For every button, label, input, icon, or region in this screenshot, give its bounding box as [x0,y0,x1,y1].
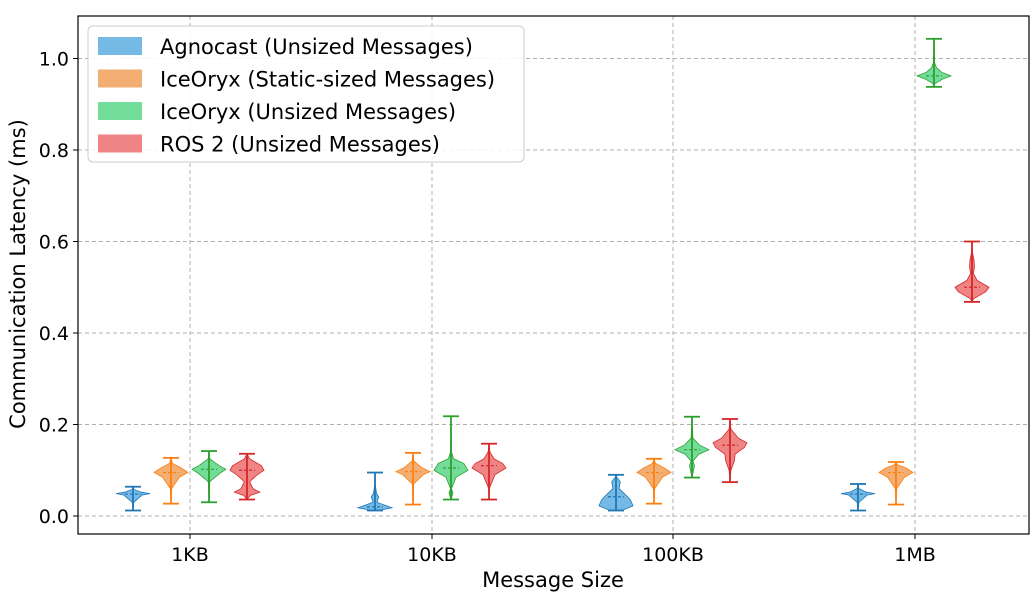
x-tick-label: 10KB [407,544,457,566]
legend-label: IceOryx (Unsized Messages) [160,100,456,124]
y-tick-label: 0.6 [39,232,69,254]
legend-swatch [98,134,142,153]
y-tick-label: 0.0 [39,506,69,528]
violins [115,37,990,512]
y-ticks: 0.0 0.2 0.4 0.6 0.8 1.0 [39,49,78,528]
x-ticks: 1KB 10KB 100KB 1MB [171,534,936,566]
legend-frame [87,25,525,163]
legend-swatch [98,37,142,55]
x-tick-label: 1KB [171,544,209,566]
y-axis-label: Communication Latency (ms) [6,119,30,429]
y-tick-label: 1.0 [39,49,69,71]
legend-label: ROS 2 (Unsized Messages) [160,133,440,157]
legend-swatch [98,102,142,120]
y-tick-label: 0.2 [39,415,69,437]
y-tick-label: 0.4 [39,323,69,345]
legend-label: IceOryx (Static-sized Messages) [160,68,495,92]
legend-swatch [98,69,142,88]
y-tick-label: 0.8 [39,140,69,162]
x-tick-label: 100KB [642,544,704,566]
plot-frame [77,15,1030,535]
x-tick-label: 1MB [894,544,936,566]
legend-label: Agnocast (Unsized Messages) [160,35,473,59]
x-axis-label: Message Size [482,568,624,592]
legend: Agnocast (Unsized Messages) IceOryx (Stat… [87,25,525,163]
